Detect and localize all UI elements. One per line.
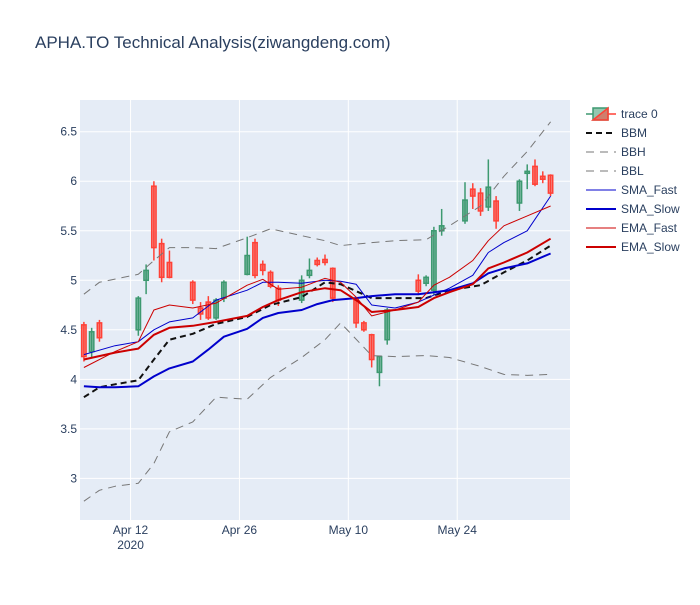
candle-body	[166, 261, 173, 279]
y-tick-label: 4	[70, 372, 77, 386]
candle-body	[539, 175, 546, 180]
candle-body	[205, 301, 212, 319]
x-tick-label: May 24	[438, 523, 478, 537]
y-tick-label: 5	[70, 273, 77, 287]
plot-data-group	[80, 121, 554, 502]
candle-body	[469, 188, 476, 197]
x-tick-sublabel: 2020	[117, 538, 144, 552]
x-tick-label: Apr 26	[222, 523, 258, 537]
candle-body	[477, 192, 484, 212]
y-tick-label: 4.5	[60, 323, 77, 337]
candle-body	[252, 241, 258, 277]
candle-body	[368, 334, 375, 361]
candle-body	[516, 180, 523, 204]
candle-body	[267, 271, 274, 287]
candle-body	[259, 263, 266, 272]
series-line-ema-fast	[83, 205, 551, 368]
chart-title: APHA.TO Technical Analysis(ziwangdeng.co…	[35, 33, 391, 52]
candle-body	[322, 258, 328, 264]
candle-body	[485, 186, 492, 208]
candle-body	[189, 281, 196, 301]
legend-label: EMA_Fast	[621, 221, 678, 235]
candle-body	[384, 309, 391, 341]
candle-body	[135, 297, 142, 331]
candle-body	[415, 279, 422, 292]
candle-body	[547, 174, 554, 194]
candle-body	[353, 299, 360, 324]
candle-body	[80, 324, 87, 358]
candle-body	[376, 355, 383, 374]
candle-body	[275, 287, 282, 301]
candle-body	[524, 170, 531, 175]
y-tick-label: 6	[70, 174, 77, 188]
candle-body	[462, 199, 468, 222]
candle-body	[220, 281, 227, 299]
x-tick-label: Apr 12	[113, 523, 149, 537]
candle-body	[150, 185, 157, 249]
x-tick-label: May 10	[329, 523, 369, 537]
legend-label: BBL	[621, 164, 644, 178]
candle-body	[88, 331, 95, 353]
legend-label: BBH	[621, 145, 646, 159]
series-line-ema-slow	[83, 237, 552, 361]
candle-body	[306, 269, 313, 277]
candle-body	[493, 200, 500, 222]
candle-body	[314, 259, 321, 266]
series-line-sma-slow	[83, 252, 551, 389]
series-line-bbh	[83, 121, 551, 295]
y-tick-label: 3	[70, 471, 77, 485]
candle-body	[430, 230, 437, 291]
candle-body	[532, 165, 538, 185]
candle-body	[158, 242, 165, 279]
candle-body	[298, 279, 305, 301]
legend-label: BBM	[621, 126, 647, 140]
candle-body	[143, 269, 150, 282]
y-tick-label: 5.5	[60, 224, 77, 238]
candle-body	[197, 307, 204, 315]
legend-label: SMA_Fast	[621, 183, 678, 197]
y-tick-label: 3.5	[60, 422, 77, 436]
y-tick-label: 6.5	[60, 125, 77, 139]
candle-body	[360, 322, 367, 331]
candle-body	[244, 254, 251, 276]
legend-label: trace 0	[621, 107, 658, 121]
legend-label: EMA_Slow	[621, 240, 680, 254]
legend-label: SMA_Slow	[621, 202, 680, 216]
candle-body	[96, 322, 103, 339]
candle-body	[423, 276, 430, 285]
